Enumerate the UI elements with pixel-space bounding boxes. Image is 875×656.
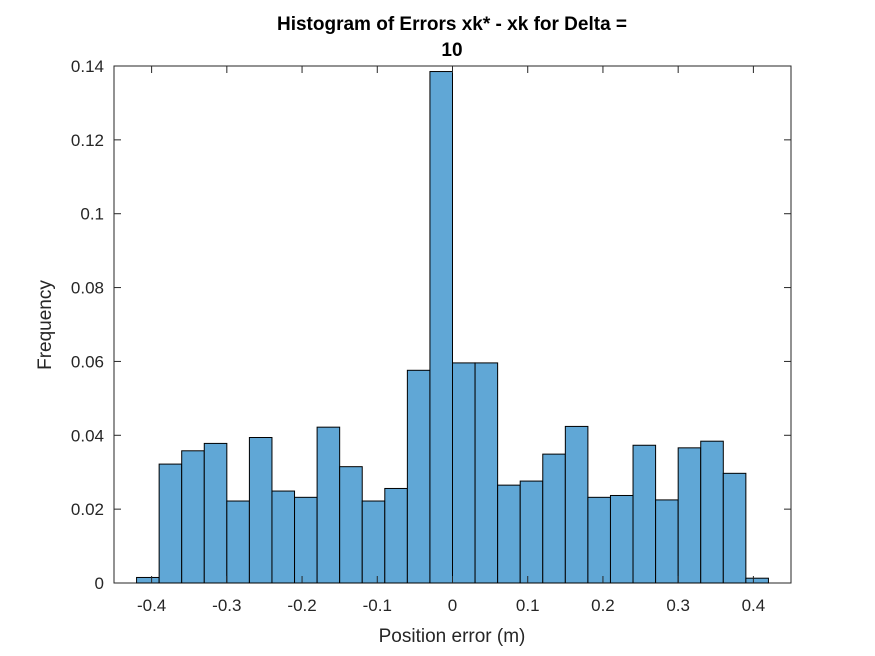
x-tick-label: -0.1 xyxy=(363,596,392,615)
x-axis-label: Position error (m) xyxy=(379,626,526,647)
histogram-bar xyxy=(203,442,228,584)
x-tick-label: 0.3 xyxy=(666,596,690,615)
x-tick-label: 0.4 xyxy=(742,596,766,615)
y-axis-ticks: 0 0.02 0.04 0.06 0.08 0.1 0.12 0.14 xyxy=(71,57,791,593)
x-tick-label: 0.1 xyxy=(516,596,540,615)
histogram-bar xyxy=(452,362,476,584)
histogram-bar xyxy=(406,369,431,584)
x-tick-label: 0 xyxy=(448,596,457,615)
histogram-bar xyxy=(226,500,250,584)
y-tick-label: 0.08 xyxy=(71,279,104,298)
histogram-bar xyxy=(632,444,657,584)
y-tick-label: 0.02 xyxy=(71,500,104,519)
histogram-bar xyxy=(384,487,408,584)
x-axis-ticks: -0.4 -0.3 -0.2 -0.1 0 0.1 0.2 0.3 0.4 xyxy=(137,66,765,615)
histogram-bar xyxy=(316,426,341,584)
y-tick-label: 0.1 xyxy=(80,205,104,224)
y-tick-label: 0 xyxy=(95,574,104,593)
histogram-bar xyxy=(587,496,611,584)
chart-title-line-2: 10 xyxy=(441,40,462,61)
histogram-bar xyxy=(248,437,273,584)
y-axis-label: Frequency xyxy=(35,280,56,370)
histogram-bar xyxy=(655,499,679,584)
histogram-bars xyxy=(136,71,769,584)
histogram-bar xyxy=(158,463,183,584)
histogram-bar xyxy=(542,453,566,584)
histogram-bar xyxy=(294,496,318,584)
histogram-bar xyxy=(677,447,702,584)
histogram-bar xyxy=(361,500,386,584)
histogram-bar xyxy=(136,576,160,584)
histogram-bar xyxy=(339,466,363,584)
histogram-bar xyxy=(519,480,544,584)
histogram-bar xyxy=(271,490,296,584)
x-tick-label: -0.4 xyxy=(137,596,166,615)
histogram-bar xyxy=(722,472,747,584)
histogram-bar xyxy=(429,71,453,584)
x-tick-label: -0.2 xyxy=(287,596,316,615)
histogram-bar xyxy=(497,484,521,584)
histogram-bar xyxy=(474,362,499,584)
x-tick-label: -0.3 xyxy=(212,596,241,615)
chart-title-line-1: Histogram of Errors xk* - xk for Delta = xyxy=(277,14,627,35)
histogram-bar xyxy=(564,425,589,584)
histogram-bar xyxy=(745,577,769,584)
y-tick-label: 0.06 xyxy=(71,352,104,371)
y-tick-label: 0.14 xyxy=(71,57,104,76)
histogram-bar xyxy=(181,450,205,584)
y-tick-label: 0.12 xyxy=(71,131,104,150)
histogram-bar xyxy=(700,440,724,584)
x-tick-label: 0.2 xyxy=(591,596,615,615)
y-tick-label: 0.04 xyxy=(71,426,104,445)
histogram-bar xyxy=(609,494,634,584)
